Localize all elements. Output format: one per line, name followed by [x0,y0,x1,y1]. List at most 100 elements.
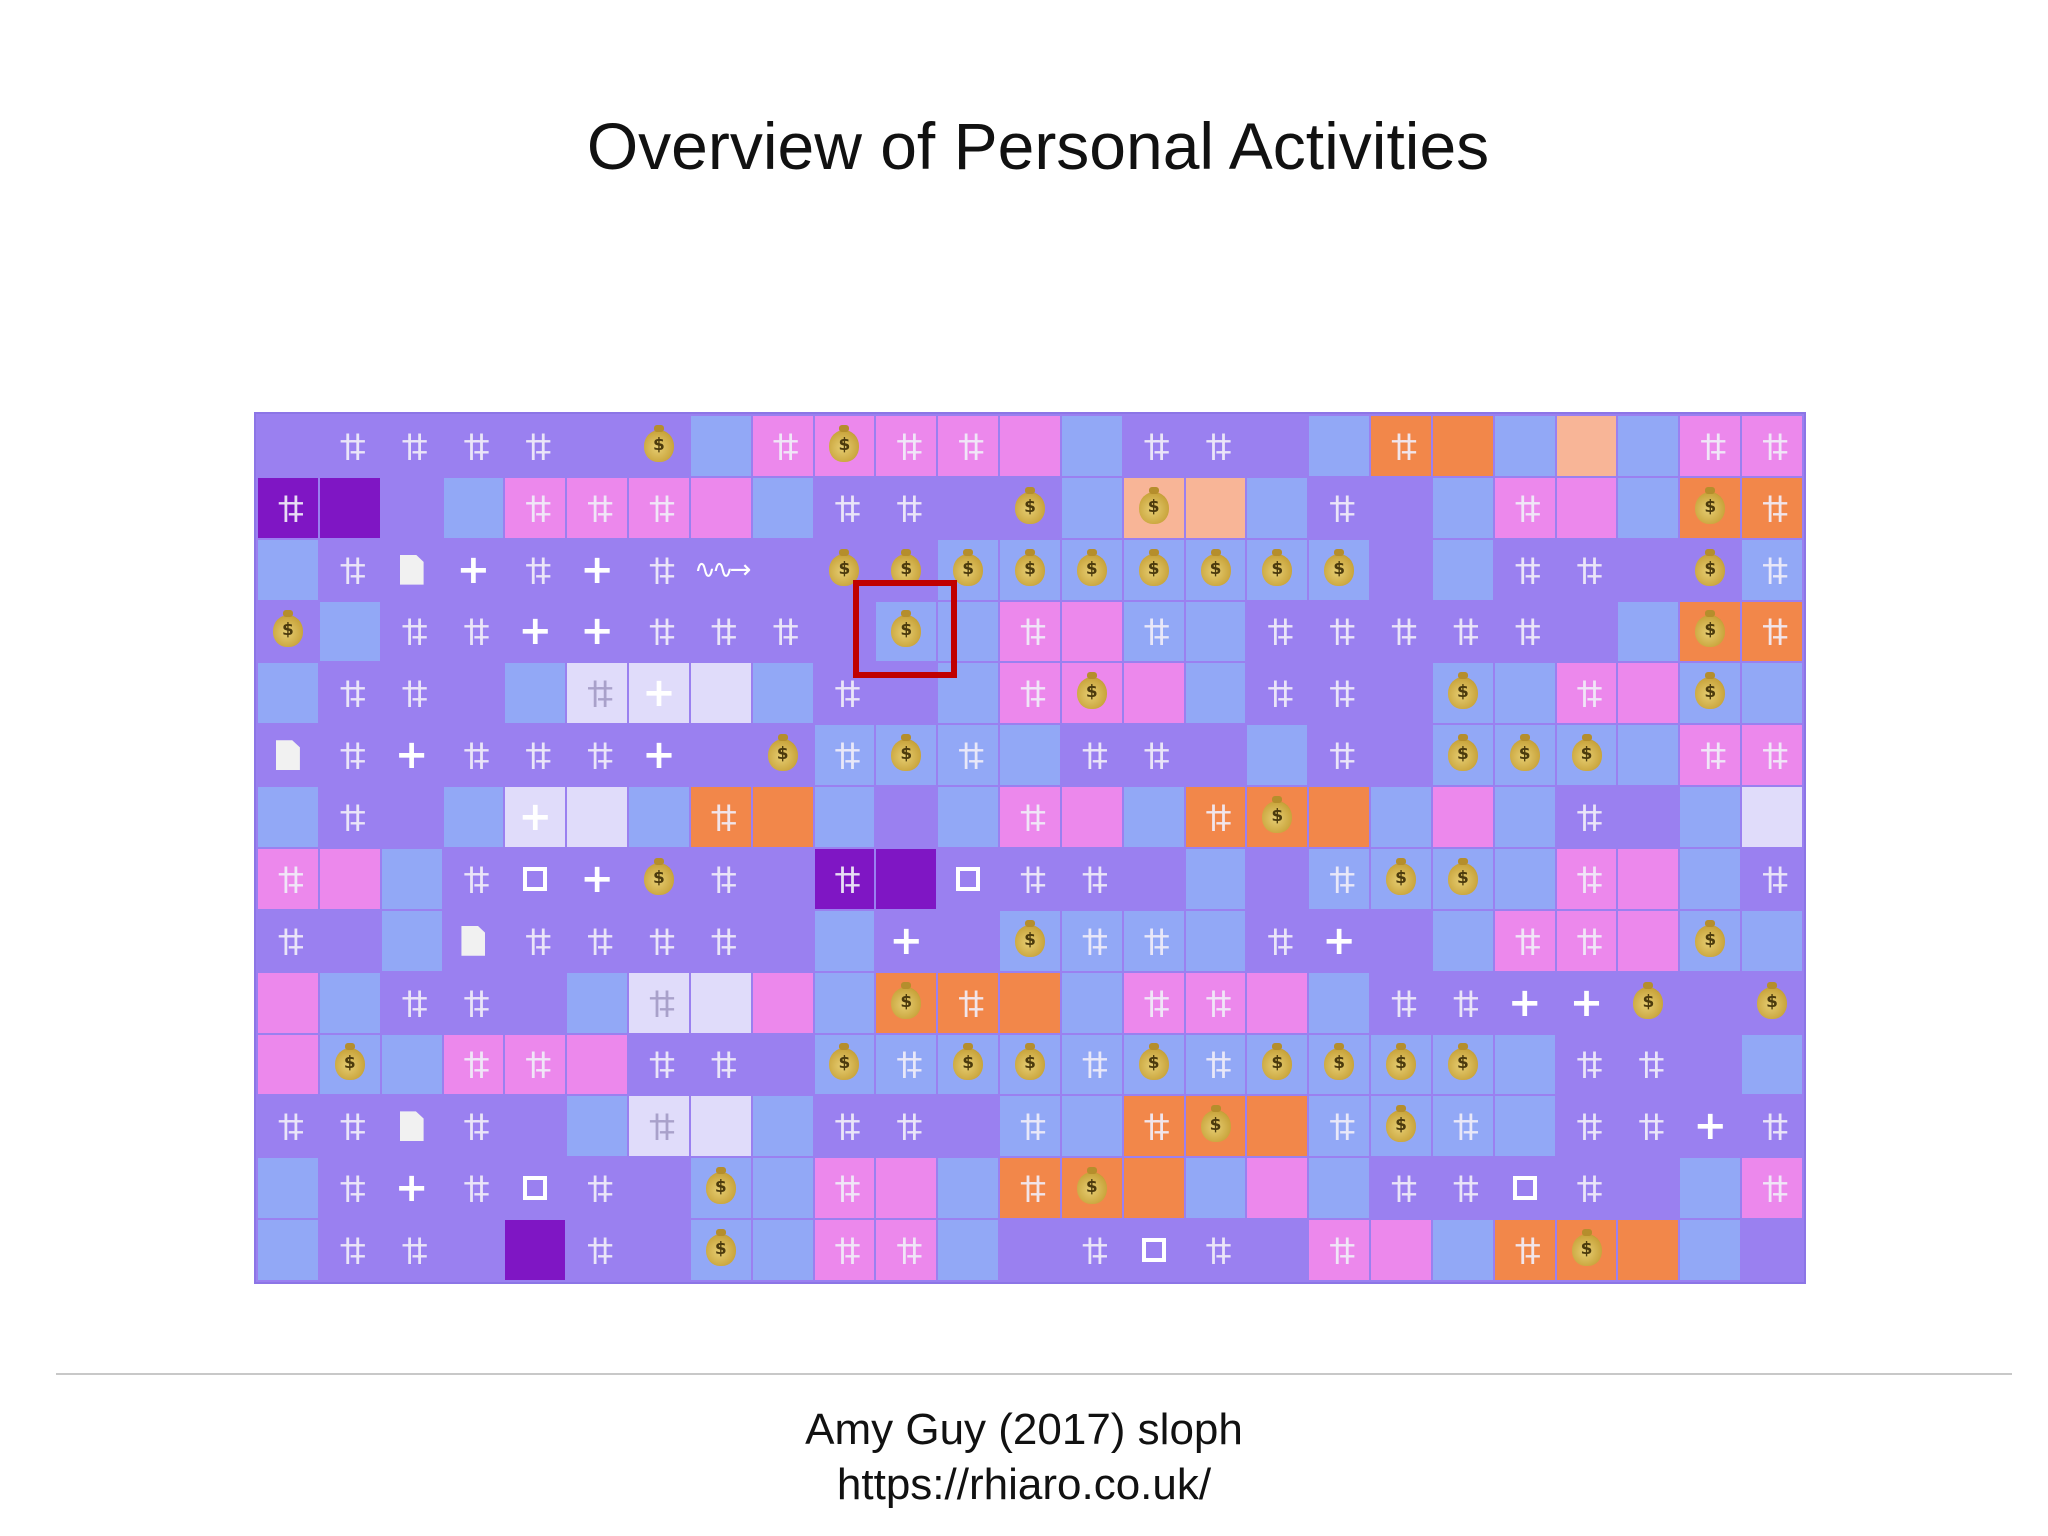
activity-tile-pink: †‡ [629,477,689,538]
plus-icon: + [456,546,491,593]
plus-icon: + [580,855,614,902]
activity-tile-grid-background: †‡ [629,1035,689,1095]
activity-tile-white [1742,787,1802,847]
activity-tile-blue [1061,539,1122,600]
activity-tile-grid-background: †‡ [691,849,751,909]
activity-tile-blue [1000,1034,1060,1095]
activity-tile-grid-background: †‡ [320,1158,380,1218]
fork-and-knife-icon: †‡ [339,736,366,775]
activity-tile-blue [1742,910,1802,971]
activity-tile-grid-background: + [567,602,627,662]
plus-icon: + [580,546,614,593]
activity-tile-pink [1556,477,1617,538]
fork-and-knife-icon: †‡ [958,983,984,1022]
activity-tile-blue [1680,787,1741,847]
activity-tile-blue [752,477,813,538]
activity-tile-white [690,972,751,1033]
activity-tile-blue [1494,663,1555,724]
money-bag-icon [1571,1229,1602,1267]
activity-tile-blue: †‡ [814,725,875,786]
activity-tile-grid-background: †‡ [1062,849,1122,909]
activity-tile-blue [443,477,504,538]
activity-tile-pink: †‡ [1556,663,1617,724]
activity-tile-grid-background: †‡ [444,416,504,476]
activity-tile-grid-background [567,416,627,476]
activity-tile-grid-background: †‡ [1495,602,1555,662]
plus-icon: + [1569,979,1604,1026]
fork-and-knife-icon: †‡ [1329,859,1355,898]
money-bag-icon [1324,1043,1355,1081]
fork-and-knife-icon: †‡ [525,736,551,775]
activity-tile-grid-background: †‡ [1557,1158,1617,1218]
activity-tile-pink [258,972,318,1033]
activity-tile-dark-purple: †‡ [258,477,318,538]
fork-and-knife-icon: †‡ [1019,674,1046,713]
activity-tile-blue [258,1220,318,1280]
activity-tile-blue [1494,787,1555,847]
activity-tile-blue [1680,1220,1741,1280]
activity-tile-grid-background: †‡ [320,787,380,847]
activity-tile-pink [1618,849,1679,909]
activity-tile-orange: †‡ [1742,477,1802,538]
activity-tile-orange [1123,1158,1184,1219]
plus-icon: + [889,917,924,964]
activity-tile-blue [381,849,442,909]
activity-tile-blue [938,1158,999,1219]
fork-and-knife-icon: †‡ [1143,426,1170,465]
activity-tile-grid-background: †‡ [382,973,442,1033]
activity-tile-grid-background [1000,478,1060,538]
fork-and-knife-icon: †‡ [401,426,428,465]
fork-and-knife-icon: †‡ [1019,859,1046,898]
fork-and-knife-icon: †‡ [1081,1231,1108,1270]
activity-tile-blue [690,416,751,476]
activity-tile-blue [752,1220,813,1280]
fork-and-knife-icon: †‡ [525,426,551,465]
activity-tile-grid-background: + [1557,973,1617,1033]
activity-tile-grid-background: †‡ [505,725,565,785]
money-bag-icon [1695,672,1726,710]
activity-tile-blue [1618,601,1679,662]
activity-tile-grid-background: †‡ [444,725,504,785]
activity-tile-pink [1618,910,1679,971]
fork-and-knife-icon: †‡ [1576,1169,1603,1208]
fork-and-knife-icon: †‡ [525,1045,551,1084]
activity-tile-grid-background: †‡ [1371,1158,1431,1218]
fork-and-knife-icon: †‡ [1081,921,1108,960]
activity-tile-grid-background: †‡ [258,911,318,971]
activity-tile-grid-background: †‡ [444,973,504,1033]
activity-tile-pink: †‡ [1742,1158,1802,1219]
activity-tile-blue [1680,1158,1741,1219]
activity-tile-grid-background: †‡ [1062,1220,1122,1280]
activity-tile-grid-background: †‡ [691,602,751,662]
money-bag-icon [1262,1043,1293,1081]
activity-tile-grid-background [1680,540,1740,600]
plus-icon: + [1507,979,1542,1026]
fork-and-knife-icon: †‡ [1638,1045,1664,1084]
document-icon [275,740,300,771]
activity-tile-orange [1000,972,1060,1033]
plus-icon: + [394,1165,429,1212]
activity-tile-blue [814,910,875,971]
money-bag-icon [334,1043,365,1081]
activity-tile-blue [1185,1158,1246,1219]
activity-tile-pink [1371,1220,1431,1280]
fork-and-knife-icon: †‡ [1019,1169,1046,1208]
activity-tile-grid-background [1618,540,1678,600]
activity-tile-grid-background [938,849,998,909]
activity-tile-blue [567,972,628,1033]
activity-tile-grid-background [629,1220,689,1280]
activity-tile-grid-background [444,911,504,971]
activity-tile-salmon [1556,416,1617,476]
fork-and-knife-icon: †‡ [710,921,737,960]
activity-tile-orange [1061,1158,1122,1219]
activity-tile-blue: †‡ [1000,1096,1060,1157]
activity-tile-grid-background: †‡ [320,1096,380,1156]
activity-tile-grid-background: + [1495,973,1555,1033]
activity-tile-grid-background: + [567,540,627,600]
activity-tile-pink [690,477,751,538]
fork-and-knife-icon: †‡ [648,983,675,1022]
activity-tile-grid-background: †‡ [629,540,689,600]
footer-divider [56,1373,2012,1375]
fork-and-knife-icon: †‡ [339,550,366,589]
activity-tile-grid-background [1618,973,1678,1033]
